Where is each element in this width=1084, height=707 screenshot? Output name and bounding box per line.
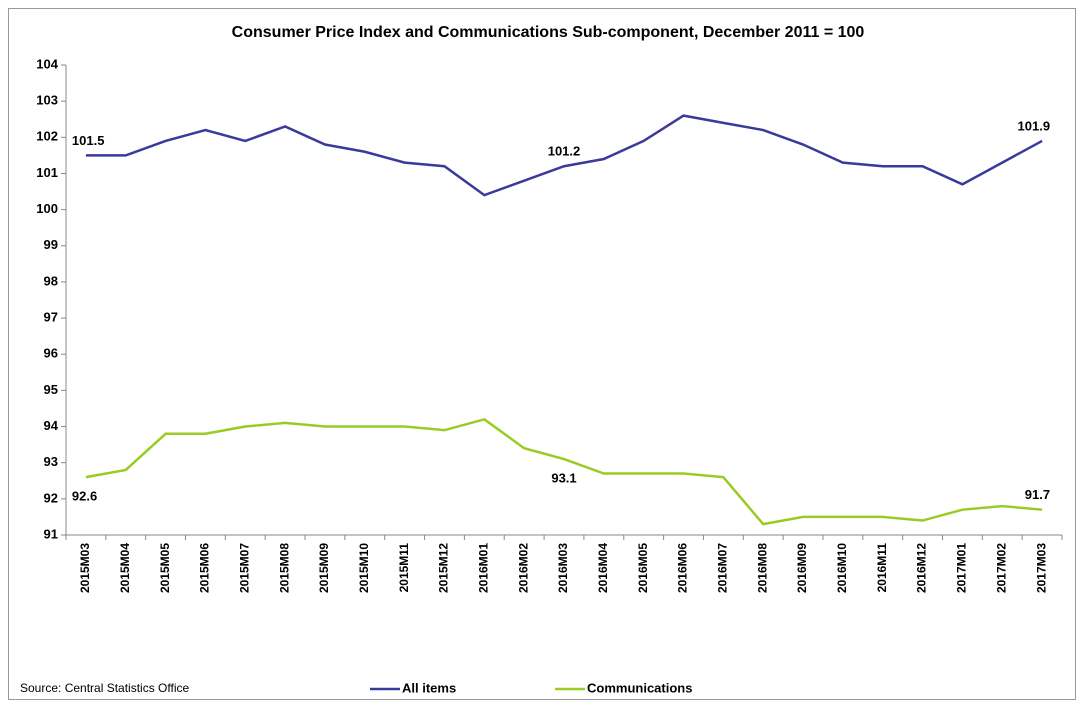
chart-title: Consumer Price Index and Communications … bbox=[232, 24, 865, 41]
legend-label: Communications bbox=[587, 680, 692, 695]
chart-border bbox=[8, 8, 1076, 700]
y-tick-label: 104 bbox=[36, 56, 58, 71]
x-tick-label: 2017M03 bbox=[1034, 543, 1048, 593]
x-tick-label: 2015M10 bbox=[357, 543, 371, 593]
y-tick-label: 97 bbox=[44, 310, 58, 325]
y-tick-label: 100 bbox=[36, 201, 58, 216]
x-tick-label: 2015M07 bbox=[237, 543, 251, 593]
y-tick-label: 103 bbox=[36, 93, 58, 108]
y-tick-label: 95 bbox=[44, 382, 58, 397]
data-label: 101.5 bbox=[72, 133, 105, 148]
x-tick-label: 2016M06 bbox=[676, 543, 690, 593]
x-tick-label: 2016M05 bbox=[636, 543, 650, 593]
y-tick-label: 96 bbox=[44, 346, 58, 361]
y-tick-label: 102 bbox=[36, 129, 58, 144]
y-tick-label: 94 bbox=[44, 418, 59, 433]
y-tick-label: 99 bbox=[44, 237, 58, 252]
x-tick-label: 2016M02 bbox=[516, 543, 530, 593]
x-tick-label: 2015M04 bbox=[118, 543, 132, 593]
x-tick-label: 2015M06 bbox=[198, 543, 212, 593]
x-tick-label: 2015M03 bbox=[78, 543, 92, 593]
y-tick-label: 98 bbox=[44, 273, 58, 288]
source-note: Source: Central Statistics Office bbox=[20, 681, 190, 695]
x-tick-label: 2016M08 bbox=[755, 543, 769, 593]
legend-label: All items bbox=[402, 680, 456, 695]
y-tick-label: 91 bbox=[44, 526, 58, 541]
x-tick-label: 2016M10 bbox=[835, 543, 849, 593]
x-tick-label: 2016M03 bbox=[556, 543, 570, 593]
x-tick-label: 2015M11 bbox=[397, 543, 411, 593]
data-label: 101.9 bbox=[1018, 118, 1051, 133]
y-tick-label: 92 bbox=[44, 490, 58, 505]
data-label: 101.2 bbox=[548, 144, 581, 159]
x-tick-label: 2015M05 bbox=[158, 543, 172, 593]
data-label: 93.1 bbox=[551, 471, 576, 486]
x-tick-label: 2016M12 bbox=[915, 543, 929, 593]
data-label: 92.6 bbox=[72, 489, 97, 504]
x-tick-label: 2015M09 bbox=[317, 543, 331, 593]
y-tick-label: 93 bbox=[44, 454, 58, 469]
x-tick-label: 2016M11 bbox=[875, 543, 889, 593]
x-tick-label: 2016M07 bbox=[716, 543, 730, 593]
x-tick-label: 2017M01 bbox=[955, 543, 969, 593]
line-series bbox=[85, 114, 1043, 197]
data-label: 91.7 bbox=[1025, 487, 1050, 502]
line-series bbox=[85, 417, 1043, 526]
x-tick-label: 2016M09 bbox=[795, 543, 809, 593]
x-tick-label: 2015M12 bbox=[437, 543, 451, 593]
x-tick-label: 2016M01 bbox=[476, 543, 490, 593]
x-tick-label: 2016M04 bbox=[596, 543, 610, 593]
x-tick-label: 2015M08 bbox=[277, 543, 291, 593]
x-tick-label: 2017M02 bbox=[994, 543, 1008, 593]
y-tick-label: 101 bbox=[36, 165, 58, 180]
